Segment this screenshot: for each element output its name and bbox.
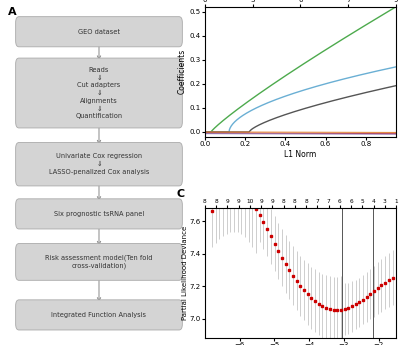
Text: Reads
⇓
Cut adapters
⇓
Alignments
⇓
Quantification: Reads ⇓ Cut adapters ⇓ Alignments ⇓ Quan… bbox=[76, 67, 122, 119]
X-axis label: L1 Norm: L1 Norm bbox=[284, 150, 316, 159]
Y-axis label: Partial Likelihood Deviance: Partial Likelihood Deviance bbox=[182, 226, 188, 320]
FancyBboxPatch shape bbox=[16, 199, 182, 229]
FancyBboxPatch shape bbox=[16, 244, 182, 280]
Y-axis label: Coefficients: Coefficients bbox=[178, 49, 187, 95]
Text: Univariate Cox regression
⇓
LASSO-penalized Cox analysis: Univariate Cox regression ⇓ LASSO-penali… bbox=[49, 154, 149, 175]
FancyBboxPatch shape bbox=[16, 300, 182, 330]
FancyBboxPatch shape bbox=[16, 17, 182, 47]
Text: Risk assessment model(Ten fold
cross-validation): Risk assessment model(Ten fold cross-val… bbox=[45, 255, 153, 269]
Text: Six prognostic tsRNA panel: Six prognostic tsRNA panel bbox=[54, 211, 144, 217]
Text: GEO dataset: GEO dataset bbox=[78, 29, 120, 35]
Text: A: A bbox=[8, 7, 17, 17]
Text: Integrated Function Analysis: Integrated Function Analysis bbox=[52, 312, 146, 318]
Text: C: C bbox=[176, 189, 184, 199]
FancyBboxPatch shape bbox=[16, 58, 182, 128]
FancyBboxPatch shape bbox=[16, 142, 182, 186]
